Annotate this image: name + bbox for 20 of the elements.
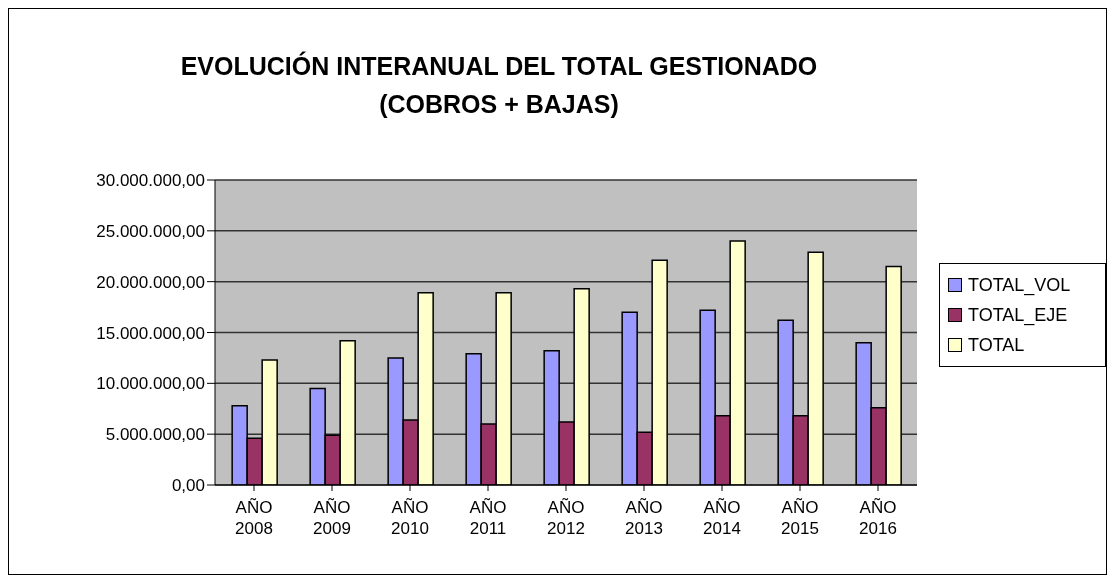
y-tick-label: 0,00 (171, 476, 205, 496)
legend-label: TOTAL_EJE (968, 304, 1068, 328)
x-tick-label: AÑO 2014 (703, 498, 741, 538)
x-tick-label: AÑO 2013 (625, 498, 663, 538)
x-tick-label: AÑO 2009 (313, 498, 351, 538)
y-tick-label: 20.000.000,00 (96, 272, 205, 292)
x-tick-label: AÑO 2012 (547, 498, 585, 538)
chart-title: EVOLUCIÓN INTERANUAL DEL TOTAL GESTIONADO (COBROS + BAJAS) (179, 50, 819, 120)
x-tick-label: AÑO 2011 (469, 498, 507, 538)
x-tick-label: AÑO 2016 (859, 498, 897, 538)
legend-label: TOTAL_VOL (968, 274, 1071, 298)
x-tick-label: AÑO 2008 (235, 498, 273, 538)
y-tick-label: 10.000.000,00 (96, 374, 205, 394)
x-tick-label: AÑO 2010 (391, 498, 429, 538)
y-tick-label: 25.000.000,00 (96, 221, 205, 241)
y-tick-label: 5.000.000,00 (105, 425, 205, 445)
x-tick-label: AÑO 2015 (781, 498, 819, 538)
y-tick-label: 15.000.000,00 (96, 323, 205, 343)
legend-label: TOTAL (968, 334, 1025, 357)
y-tick-label: 30.000.000,00 (96, 171, 205, 191)
